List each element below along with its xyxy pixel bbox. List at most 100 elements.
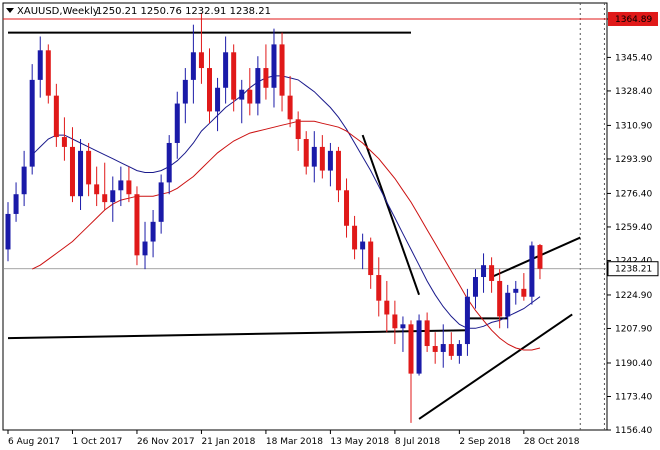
candle-body[interactable] [231, 52, 237, 100]
candle-body[interactable] [110, 190, 116, 203]
candle-body[interactable] [190, 52, 196, 80]
time-tick-label: 18 Mar 2018 [266, 437, 323, 447]
trendline[interactable] [7, 329, 468, 340]
candle-body[interactable] [481, 265, 487, 278]
price-tick-label: 1276.40 [615, 189, 652, 199]
candle-body[interactable] [456, 344, 462, 356]
price-tick-label: 1310.90 [615, 121, 652, 131]
candle-body[interactable] [287, 95, 293, 120]
candle-body[interactable] [497, 280, 503, 317]
candle-body[interactable] [86, 150, 92, 185]
current-price-box [607, 261, 659, 277]
candle-body[interactable] [360, 241, 366, 250]
candle-body[interactable] [215, 87, 221, 112]
candle-body[interactable] [255, 68, 261, 104]
time-tick-label: 28 Oct 2018 [524, 437, 580, 447]
candle-body[interactable] [61, 137, 67, 147]
candle-body[interactable] [440, 344, 446, 352]
candle-body[interactable] [432, 346, 438, 352]
candle-body[interactable] [376, 275, 382, 301]
trendline[interactable] [491, 236, 581, 278]
price-tick-label: 1207.90 [615, 324, 652, 334]
grid-layer [3, 3, 607, 430]
candle-body[interactable] [311, 146, 317, 167]
candle-body[interactable] [352, 225, 358, 250]
candle-body[interactable] [537, 245, 543, 269]
candle-body[interactable] [319, 146, 325, 171]
price-axis: 1364.89 1345.40 1328.40 1310.90 1293.90 1276.… [607, 11, 659, 436]
candle-body[interactable] [69, 146, 75, 197]
candle-body[interactable] [505, 292, 511, 317]
candle-body[interactable] [400, 324, 406, 329]
price-tick-label: 1345.40 [615, 53, 652, 63]
time-tick-label: 1 Oct 2017 [72, 437, 122, 447]
chart-header: XAUUSD,Weekly 1250.21 1250.76 1232.91 12… [6, 6, 271, 17]
candle-body[interactable] [78, 150, 84, 197]
price-tick-label: 1328.40 [615, 87, 652, 97]
candle-body[interactable] [37, 50, 43, 80]
candle-body[interactable] [448, 344, 454, 356]
candle-body[interactable] [239, 89, 245, 100]
candle-body[interactable] [529, 245, 535, 297]
candle-body[interactable] [247, 89, 253, 104]
high-price-box [608, 11, 658, 26]
candle-body[interactable] [182, 79, 188, 104]
time-axis: 6 Aug 2017 1 Oct 2017 26 Nov 2017 21 Jan 20… [7, 430, 580, 447]
candle-body[interactable] [150, 221, 156, 242]
candle-body[interactable] [207, 68, 212, 112]
candle-body[interactable] [344, 190, 350, 226]
candle-body[interactable] [368, 241, 374, 276]
candle-body[interactable] [223, 52, 229, 88]
symbol-dropdown-icon[interactable] [6, 8, 14, 13]
candle-body[interactable] [134, 194, 140, 256]
candle-body[interactable] [5, 213, 11, 250]
candle-body[interactable] [263, 68, 269, 88]
candle-body[interactable] [142, 241, 148, 256]
candle-body[interactable] [295, 119, 301, 140]
candle-body[interactable] [29, 79, 35, 167]
candle-body[interactable] [53, 95, 59, 138]
candle-body[interactable] [174, 103, 180, 143]
candle-body[interactable] [45, 50, 51, 96]
candles-layer[interactable] [5, 12, 543, 423]
candle-body[interactable] [416, 320, 422, 374]
candle-body[interactable] [472, 277, 478, 297]
candle-body[interactable] [464, 296, 470, 345]
candle-body[interactable] [327, 150, 333, 171]
high-price-label: 1364.89 [615, 15, 652, 25]
price-tick-label: 1293.90 [615, 155, 652, 165]
candle-body[interactable] [158, 182, 164, 222]
time-tick-label: 8 Jul 2018 [395, 437, 440, 447]
candle-body[interactable] [94, 184, 100, 195]
candle-body[interactable] [408, 324, 414, 374]
time-tick-label: 2 Sep 2018 [459, 437, 511, 447]
candle-body[interactable] [335, 150, 341, 191]
candle-body[interactable] [392, 314, 398, 329]
price-tick-label: 1224.90 [615, 291, 652, 301]
candle-body[interactable] [513, 288, 519, 293]
candle-body[interactable] [489, 265, 495, 281]
plot-frame [2, 2, 608, 431]
candle-body[interactable] [424, 320, 430, 347]
candle-body[interactable] [198, 52, 204, 69]
moving-average-layer [31, 75, 541, 351]
trendline[interactable] [418, 313, 573, 420]
candle-body[interactable] [279, 44, 285, 96]
candle-body[interactable] [13, 194, 19, 214]
candle-body[interactable] [303, 139, 309, 167]
current-price-label: 1238.21 [615, 265, 652, 275]
candle-body[interactable] [271, 44, 277, 88]
candle-body[interactable] [126, 180, 132, 195]
candle-body[interactable] [166, 142, 172, 183]
trendline[interactable] [361, 134, 421, 296]
candle-body[interactable] [521, 288, 527, 297]
candle-body[interactable] [384, 300, 390, 315]
price-tick-label: 1173.40 [615, 392, 652, 402]
candle-body[interactable] [102, 194, 108, 203]
candle-body[interactable] [21, 166, 27, 195]
ohlc-values: 1250.21 1250.76 1232.91 1238.21 [96, 6, 271, 17]
candle-body[interactable] [118, 180, 124, 191]
moving-average-line [31, 75, 541, 329]
